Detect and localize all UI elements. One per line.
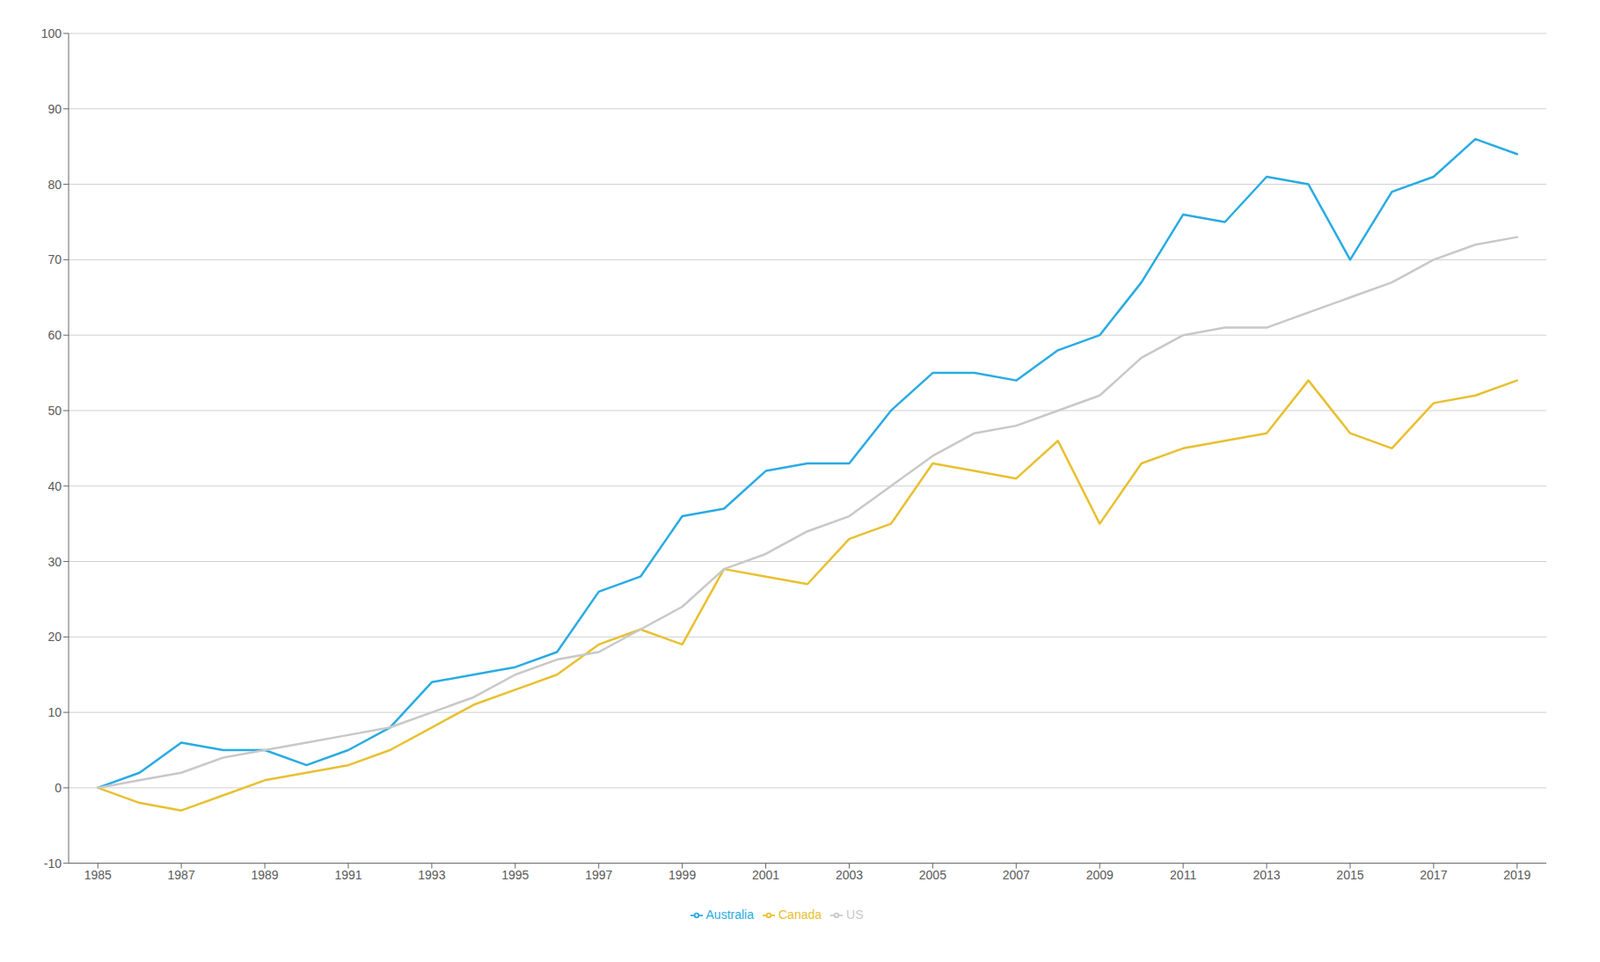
html-text:Australia: Australia [705, 907, 754, 922]
svg-text:1987: 1987 [168, 868, 196, 883]
svg-text:2003: 2003 [835, 868, 863, 883]
svg-text:1997: 1997 [584, 868, 613, 883]
svg-text:2009: 2009 [1086, 868, 1114, 883]
html-text:Canada: Canada [778, 907, 822, 922]
svg-text:2007: 2007 [1002, 868, 1031, 883]
svg-text:2005: 2005 [919, 868, 947, 883]
svg-text:20: 20 [47, 629, 62, 644]
svg-text:60: 60 [47, 328, 62, 343]
svg-text:1989: 1989 [250, 868, 278, 883]
svg-text:-10: -10 [43, 856, 62, 871]
svg-text:10: 10 [47, 705, 62, 720]
svg-text:80: 80 [47, 177, 62, 192]
html-text:US: US [846, 907, 864, 922]
svg-text:2001: 2001 [752, 868, 780, 883]
svg-text:1993: 1993 [417, 868, 446, 883]
svg-text:40: 40 [47, 479, 62, 494]
svg-text:2015: 2015 [1336, 868, 1364, 883]
svg-text:100: 100 [41, 26, 63, 41]
svg-text:1995: 1995 [501, 868, 529, 883]
svg-text:50: 50 [47, 403, 62, 418]
svg-text:1999: 1999 [668, 868, 696, 883]
svg-text:2013: 2013 [1252, 868, 1280, 883]
svg-text:2011: 2011 [1169, 868, 1197, 883]
svg-text:90: 90 [47, 102, 62, 117]
svg-text:70: 70 [47, 252, 62, 267]
svg-text:1985: 1985 [84, 868, 112, 883]
svg-text:2017: 2017 [1419, 868, 1447, 883]
svg-text:1991: 1991 [334, 868, 362, 883]
svg-text:2019: 2019 [1503, 868, 1531, 883]
svg-text:30: 30 [47, 555, 62, 570]
svg-text:0: 0 [54, 781, 62, 796]
